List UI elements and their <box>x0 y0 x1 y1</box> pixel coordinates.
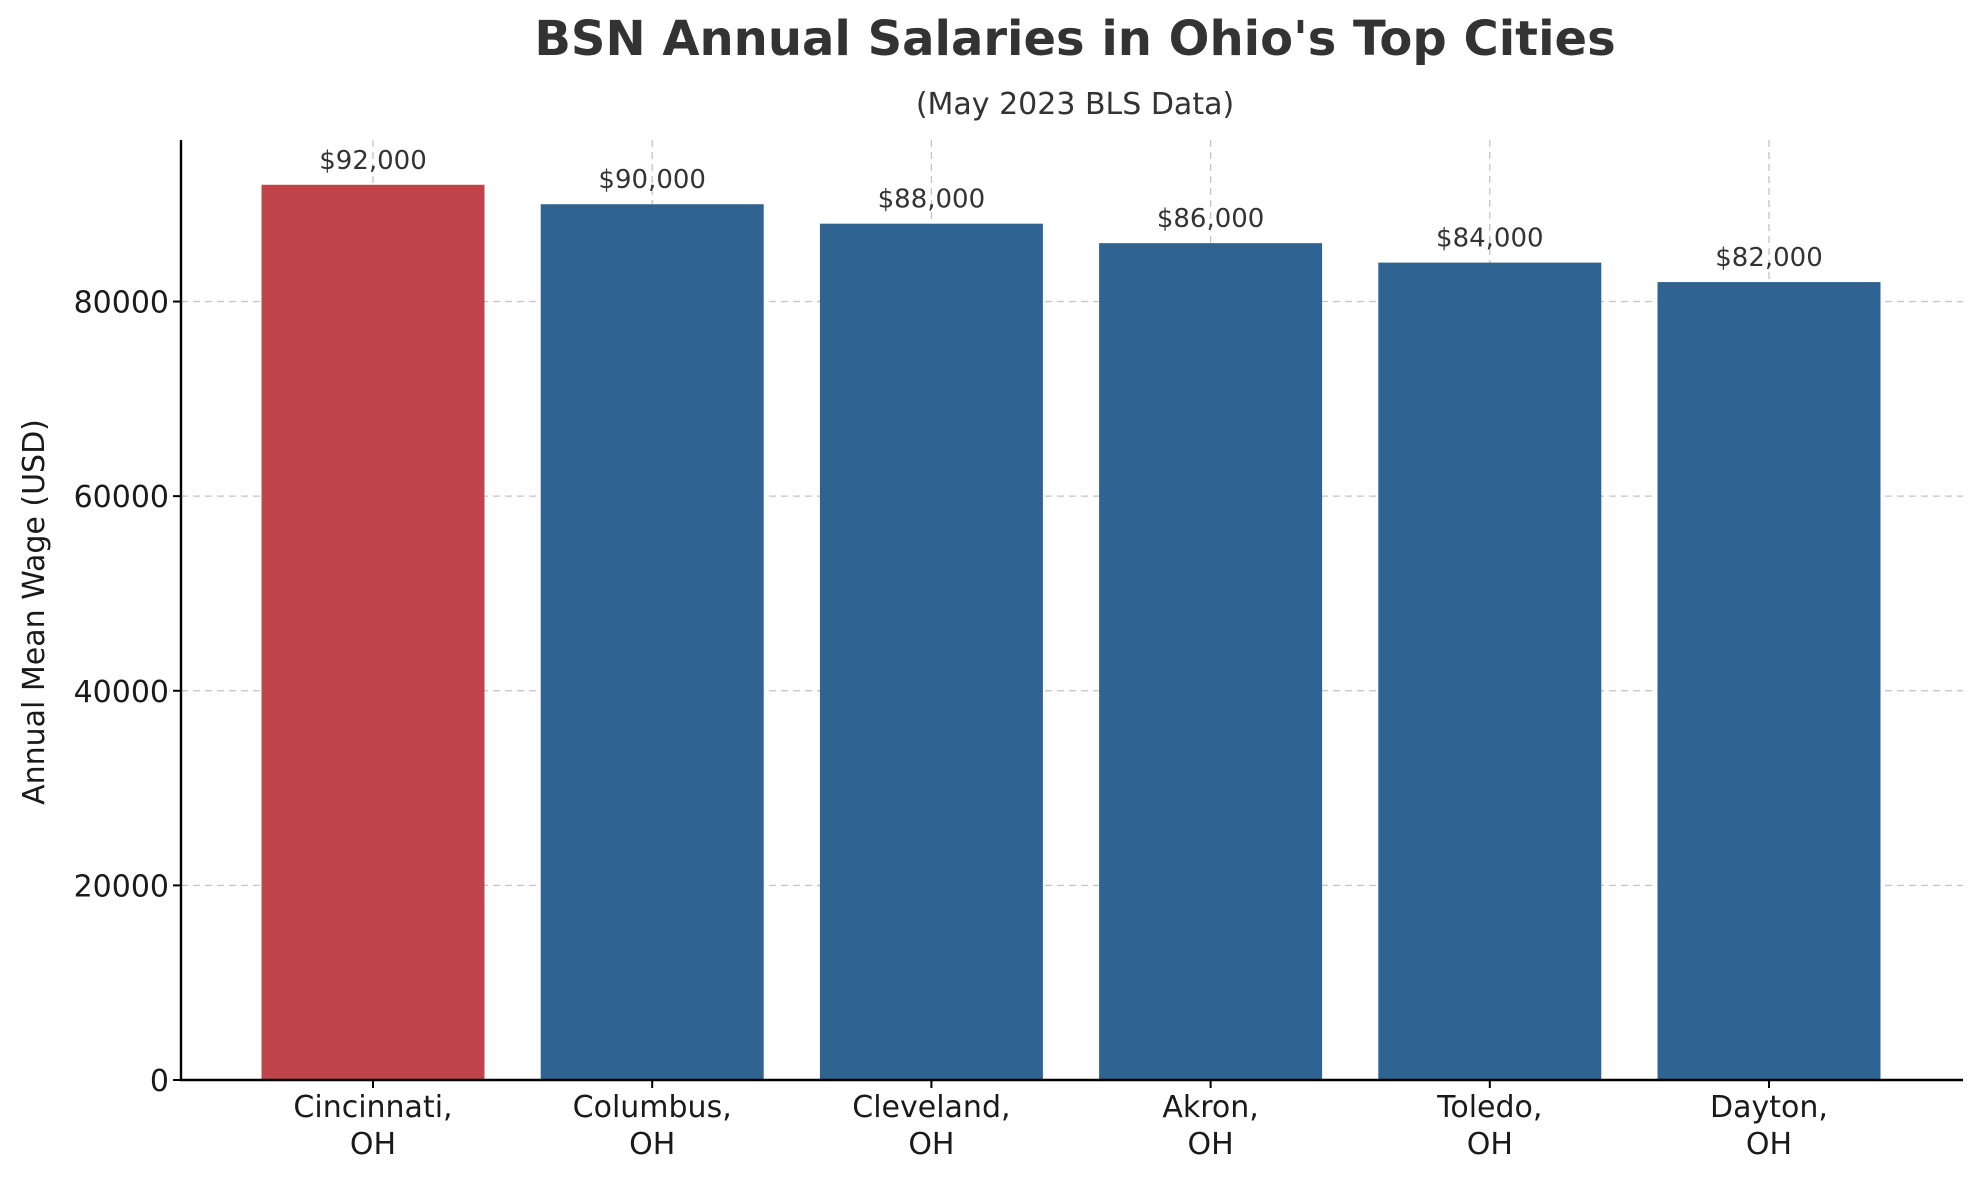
bar-value-label: $86,000 <box>1157 204 1265 234</box>
bar-value-label: $84,000 <box>1436 224 1544 254</box>
x-tick-label: OH <box>908 1127 954 1162</box>
x-tick-label: OH <box>1467 1127 1513 1162</box>
x-tick-label: Cleveland, <box>852 1090 1010 1125</box>
bar-value-label: $88,000 <box>878 185 986 215</box>
y-tick-label: 40000 <box>74 675 169 710</box>
bar <box>1378 262 1602 1080</box>
bar <box>819 223 1043 1080</box>
x-tick-label: Columbus, <box>573 1090 732 1125</box>
y-axis-label: Annual Mean Wage (USD) <box>17 419 52 805</box>
bar-value-label: $82,000 <box>1715 243 1823 273</box>
x-tick-label: Toledo, <box>1436 1090 1542 1125</box>
x-tick-label: OH <box>1746 1127 1792 1162</box>
x-tick-label: Dayton, <box>1710 1090 1828 1125</box>
chart-title: BSN Annual Salaries in Ohio's Top Cities <box>534 11 1615 67</box>
bar <box>261 184 485 1080</box>
bar-value-label: $90,000 <box>598 165 706 195</box>
chart-subtitle: (May 2023 BLS Data) <box>916 87 1234 122</box>
bar-value-label: $92,000 <box>319 146 427 176</box>
y-tick-label: 20000 <box>74 869 169 904</box>
bar <box>1099 243 1323 1081</box>
x-tick-label: Cincinnati, <box>293 1090 452 1125</box>
axes-layer: 020000400006000080000Cincinnati,OHColumb… <box>74 140 1963 1162</box>
bar <box>540 204 764 1080</box>
x-tick-label: OH <box>350 1127 396 1162</box>
bars-layer <box>261 184 1881 1081</box>
x-tick-label: OH <box>629 1127 675 1162</box>
x-tick-label: Akron, <box>1162 1090 1258 1125</box>
bar <box>1657 282 1881 1080</box>
x-tick-label: OH <box>1188 1127 1234 1162</box>
value-labels-layer: $92,000 $90,000 $88,000 $86,000 $84,000 $82,0… <box>319 146 1823 273</box>
y-tick-label: 80000 <box>74 286 169 321</box>
y-tick-label: 0 <box>150 1064 169 1099</box>
y-tick-label: 60000 <box>74 480 169 515</box>
